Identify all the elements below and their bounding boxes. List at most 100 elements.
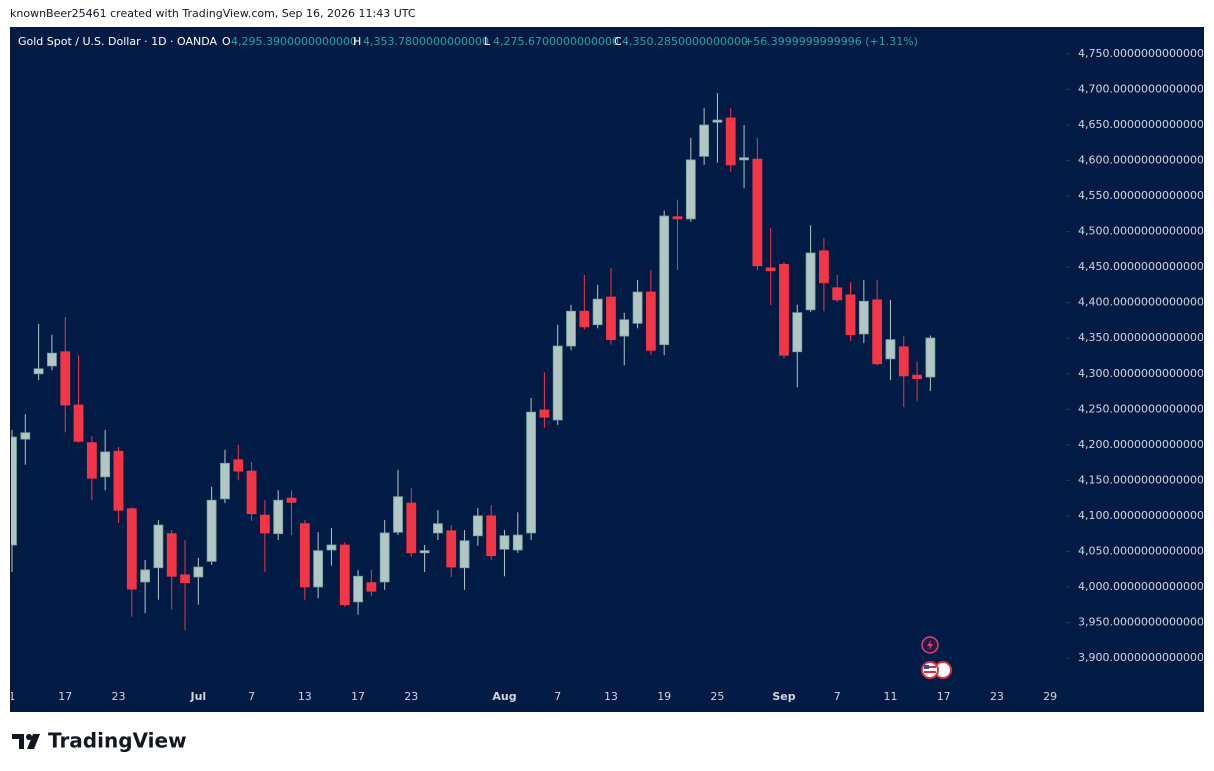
candle-body — [246, 470, 257, 515]
candle-body — [499, 535, 510, 550]
candle-body — [765, 267, 776, 272]
x-tick-label: 13 — [298, 690, 312, 703]
candle-body — [353, 575, 363, 603]
x-tick-label: 23 — [111, 690, 125, 703]
candle-body — [180, 574, 190, 584]
candle-body — [592, 298, 603, 326]
candle-body — [419, 550, 430, 554]
legend-key: O — [222, 35, 231, 48]
y-tick-label: 4,300.0000000000000 — [1078, 367, 1204, 380]
candle-body — [472, 515, 483, 537]
candle-body — [699, 124, 710, 157]
candle-body — [140, 569, 151, 583]
brand-logo — [12, 734, 40, 749]
y-tick-label: 3,900.0000000000000 — [1078, 651, 1204, 664]
candle-body — [672, 216, 683, 220]
candle-body — [20, 432, 31, 440]
flag-canton — [924, 665, 929, 669]
x-tick-label: 29 — [1043, 690, 1057, 703]
y-tick-label: 4,250.0000000000000 — [1078, 402, 1204, 415]
logo-shape — [12, 734, 24, 749]
y-tick-label: 4,550.0000000000000 — [1078, 189, 1204, 202]
candle-body — [486, 515, 497, 557]
candle-body — [539, 409, 550, 418]
candle-body — [512, 534, 523, 551]
candle-body — [526, 411, 536, 534]
candle-body — [273, 499, 284, 535]
x-tick-label: 25 — [710, 690, 724, 703]
y-tick-label: 4,100.0000000000000 — [1078, 509, 1204, 522]
x-tick-label: 13 — [604, 690, 618, 703]
candle-body — [819, 250, 829, 284]
candle-body — [685, 159, 696, 220]
candle-body — [126, 508, 137, 590]
legend-value: 4,350.2850000000000 — [622, 35, 748, 48]
candle-body — [805, 252, 816, 311]
candle-body — [712, 119, 723, 123]
y-tick-label: 4,700.0000000000000 — [1078, 83, 1204, 96]
attribution: knownBeer25461 created with TradingView.… — [10, 7, 416, 20]
candle-body — [206, 499, 217, 562]
candle-body — [326, 544, 337, 551]
candle-body — [885, 339, 896, 360]
chart-frame — [10, 27, 1204, 712]
candle-body — [792, 312, 803, 353]
logo-shape — [27, 734, 40, 749]
candle-body — [858, 300, 869, 335]
candle-body — [898, 346, 909, 377]
candle-body — [153, 524, 164, 569]
candle-body — [393, 496, 403, 533]
x-tick-label: Aug — [492, 690, 516, 703]
x-tick-label: 23 — [404, 690, 418, 703]
legend-key: C — [614, 35, 622, 48]
candle-body — [313, 550, 324, 588]
x-tick-label: 11 — [883, 690, 897, 703]
legend-value: 4,295.3900000000000 — [231, 35, 357, 48]
flag-stripe — [924, 666, 936, 668]
x-tick-label: 7 — [834, 690, 841, 703]
x-tick-label: 23 — [990, 690, 1004, 703]
y-tick-label: 4,600.0000000000000 — [1078, 154, 1204, 167]
candle-body — [912, 374, 922, 380]
y-tick-label: 4,050.0000000000000 — [1078, 544, 1204, 557]
candle-body — [73, 404, 84, 442]
candle-body — [220, 462, 230, 500]
candle-body — [579, 310, 590, 328]
y-tick-label: 4,450.0000000000000 — [1078, 260, 1204, 273]
logo-shape — [26, 734, 32, 740]
candle-body — [33, 368, 44, 375]
candle-body — [379, 532, 390, 583]
candle-body — [286, 497, 297, 503]
y-tick-label: 4,400.0000000000000 — [1078, 296, 1204, 309]
candle-body — [406, 502, 417, 554]
candle-body — [552, 345, 563, 421]
y-tick-label: 3,950.0000000000000 — [1078, 615, 1204, 628]
plot-area — [11, 53, 1070, 659]
candle-body — [299, 523, 310, 588]
candle-body — [366, 582, 377, 592]
brand-name: TradingView — [48, 729, 187, 753]
candle-body — [166, 533, 177, 577]
candle-body — [47, 352, 57, 367]
x-tick-label: 7 — [554, 690, 561, 703]
flag-stripe — [924, 671, 936, 673]
x-tick-label: 17 — [937, 690, 951, 703]
candle-body — [459, 540, 470, 569]
legend-key: H — [353, 35, 361, 48]
y-tick-label: 4,650.0000000000000 — [1078, 118, 1204, 131]
candle-body — [113, 450, 124, 511]
candle-body — [606, 296, 616, 341]
x-tick-label: 7 — [248, 690, 255, 703]
candle-body — [739, 157, 749, 161]
legend-change: +56.3999999999996 (+1.31%) — [744, 35, 918, 48]
candle-body — [619, 319, 630, 337]
candle-body — [779, 263, 789, 356]
candle-body — [925, 337, 936, 378]
candle-body — [11, 436, 17, 546]
candle-body — [872, 299, 883, 365]
candle-body — [86, 442, 97, 479]
candle-body — [725, 117, 736, 166]
event-icons — [921, 636, 952, 679]
